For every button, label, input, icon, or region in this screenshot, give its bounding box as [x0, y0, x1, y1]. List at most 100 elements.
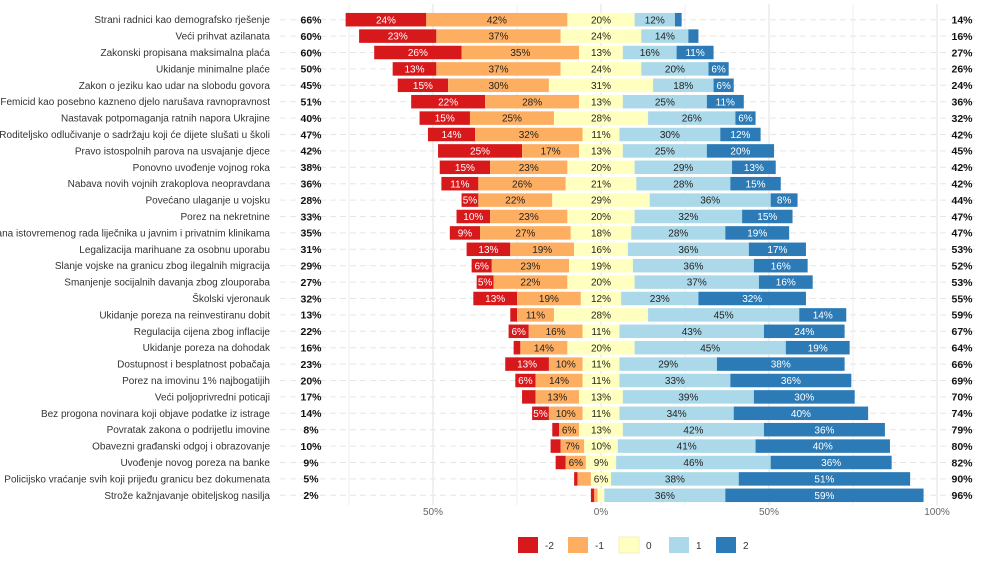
bar-segment-level-1	[649, 193, 771, 207]
bar-segment-level-0	[582, 406, 620, 421]
segment-value-label: 36%	[700, 196, 720, 207]
positive-total-label: 26%	[951, 64, 973, 76]
bar-segment-level-0	[585, 455, 617, 470]
segment-value-label: 9%	[458, 229, 473, 240]
bar-segment-level-1	[632, 258, 754, 273]
legend-label: 1	[696, 541, 702, 552]
bar-segment-level-minus1	[565, 455, 586, 470]
category-label: Smanjenje socijalnih davanja zbog zloupo…	[64, 278, 270, 289]
bar-segment-level-0	[582, 324, 620, 339]
category-label: Regulacija cijena zbog inflacije	[134, 327, 271, 338]
positive-total-label: 80%	[951, 441, 973, 453]
bar-segment-level-2	[785, 340, 850, 355]
bar-segment-level-minus1	[448, 78, 549, 93]
negative-total-label: 35%	[300, 228, 322, 240]
negative-total-label: 33%	[300, 211, 322, 223]
bar-segment-level-minus2	[552, 422, 559, 437]
segment-value-label: 11%	[591, 409, 610, 420]
bar-segment-level-2	[755, 439, 890, 453]
bar-segment-level-1	[641, 62, 709, 76]
segment-value-label: 15%	[413, 81, 433, 92]
positive-total-label: 53%	[951, 244, 973, 256]
bar-segment-level-0	[560, 62, 642, 76]
positive-total-label: 53%	[951, 277, 973, 289]
segment-value-label: 31%	[591, 81, 611, 92]
segment-value-label: 26%	[408, 48, 428, 59]
bar-segment-level-minus2	[471, 258, 492, 273]
positive-total-label: 47%	[951, 211, 973, 223]
segment-value-label: 35%	[510, 48, 530, 59]
bar-segment-level-1	[611, 472, 739, 486]
segment-value-label: 45%	[714, 311, 734, 322]
segment-value-label: 16%	[591, 245, 611, 256]
segment-value-label: 20%	[591, 343, 611, 354]
segment-value-label: 22%	[505, 196, 525, 207]
bar-segment-level-1	[621, 291, 699, 306]
bar-segment-level-1	[627, 242, 749, 257]
bar-segment-level-0	[579, 422, 623, 437]
negative-total-label: 36%	[300, 179, 322, 191]
segment-value-label: 20%	[591, 163, 611, 174]
bar-segment-level-minus1	[559, 422, 580, 437]
bar-segment-level-minus1	[478, 176, 566, 191]
positive-total-label: 52%	[951, 261, 973, 273]
segment-value-label: 25%	[655, 97, 675, 108]
bar-segment-level-2	[725, 488, 924, 503]
segment-value-label: 11%	[591, 360, 610, 371]
segment-value-label: 42%	[487, 15, 507, 26]
bar-segment-level-minus2	[532, 406, 549, 421]
category-label: Ukidanje poreza na reinvestiranu dobit	[99, 310, 270, 321]
segment-value-label: 28%	[673, 179, 693, 190]
bar-segment-level-minus2	[397, 78, 449, 93]
legend-label: -1	[595, 541, 604, 552]
bar-segment-level-minus1	[548, 357, 583, 371]
segment-value-label: 15%	[757, 212, 777, 223]
bar-segment-level-minus1	[436, 29, 561, 43]
bar-segment-level-0	[552, 193, 650, 207]
bar-segment-level-minus2	[456, 209, 491, 224]
segment-value-label: 28%	[668, 229, 688, 240]
negative-total-label: 23%	[300, 359, 322, 371]
segment-value-label: 5%	[478, 278, 493, 289]
segment-value-label: 28%	[591, 114, 611, 125]
segment-value-label: 30%	[794, 393, 814, 404]
segment-value-label: 13%	[485, 294, 505, 305]
positive-total-label: 82%	[951, 457, 973, 469]
bar-segment-level-minus2	[510, 308, 517, 322]
segment-value-label: 38%	[771, 360, 791, 371]
segment-value-label: 20%	[665, 65, 685, 76]
bar-segment-level-1	[619, 357, 717, 371]
positive-total-label: 36%	[951, 97, 973, 109]
negative-total-label: 10%	[300, 441, 322, 453]
segment-value-label: 11%	[450, 179, 469, 190]
positive-total-label: 90%	[951, 474, 973, 486]
segment-value-label: 27%	[515, 229, 535, 240]
legend-label: 0	[646, 541, 652, 552]
legend-swatch	[518, 537, 538, 553]
segment-value-label: 13%	[547, 393, 567, 404]
segment-value-label: 8%	[777, 196, 792, 207]
category-label: Obavezni građanski odgoj i obrazovanje	[92, 442, 270, 453]
segment-value-label: 41%	[677, 442, 697, 453]
segment-value-label: 18%	[673, 81, 693, 92]
segment-value-label: 11%	[591, 327, 610, 338]
segment-value-label: 59%	[814, 491, 834, 502]
segment-value-label: 6%	[716, 81, 731, 92]
bar-segment-level-minus2	[461, 193, 479, 207]
segment-value-label: 5%	[533, 409, 548, 420]
negative-total-label: 2%	[303, 490, 319, 502]
bar-segment-level-1	[648, 111, 736, 125]
bar-segment-level-1	[634, 160, 733, 175]
bar-segment-level-0	[553, 308, 649, 322]
category-label: Nabava novih vojnih zrakoplova neopravda…	[68, 179, 271, 190]
negative-total-label: 29%	[300, 261, 322, 273]
bar-segment-level-minus2	[574, 472, 578, 486]
bar-segment-level-minus2	[550, 439, 561, 453]
x-tick-label: 50%	[423, 507, 443, 518]
segment-value-label: 18%	[591, 229, 611, 240]
legend-swatch	[716, 537, 736, 553]
positive-total-label: 67%	[951, 326, 973, 338]
segment-value-label: 6%	[518, 376, 533, 387]
segment-value-label: 36%	[814, 425, 834, 436]
bar-segment-level-0	[580, 291, 622, 306]
